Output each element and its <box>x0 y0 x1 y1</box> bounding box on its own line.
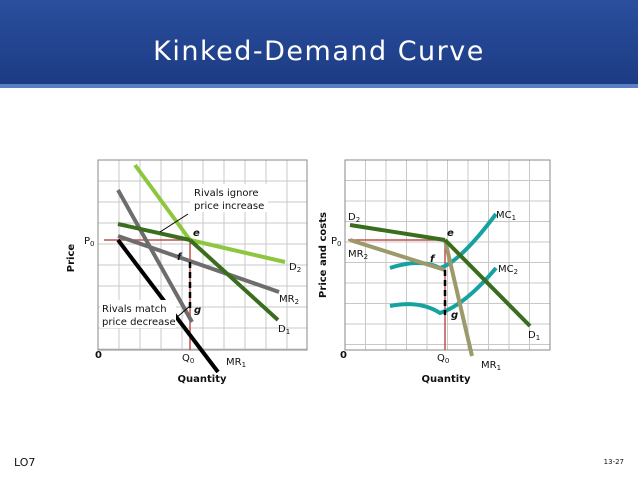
label-sub: 1 <box>512 214 516 222</box>
curve-label: D2 <box>348 212 360 224</box>
label-sub: 1 <box>536 334 540 342</box>
annotation-bg <box>190 184 268 212</box>
label-text: MR <box>481 360 497 371</box>
label-sub: 0 <box>90 240 94 248</box>
label-sub: 2 <box>364 253 368 261</box>
label-sub: 2 <box>297 266 301 274</box>
footer-left: LO7 <box>14 456 35 469</box>
price-label: P0 <box>84 236 95 248</box>
label-text: P <box>331 236 337 247</box>
label-text: D <box>348 212 356 223</box>
label-sub: 0 <box>337 240 341 248</box>
price-label: P0 <box>331 236 342 248</box>
point-label: e <box>447 228 454 239</box>
d1-steep <box>188 238 280 322</box>
label-text: Q <box>182 353 190 364</box>
right-diagram: Price and costs Quantity 0 P0 Q0 e f g D… <box>318 159 551 385</box>
mr-steep <box>116 189 194 323</box>
quantity-label: Q0 <box>437 353 449 365</box>
annotation-bg <box>100 300 176 328</box>
d1-line <box>443 238 532 328</box>
origin-label: 0 <box>95 350 102 361</box>
footer-right: 13-27 <box>604 458 624 466</box>
label-sub: 1 <box>497 364 501 372</box>
x-axis-label: Quantity <box>178 374 227 385</box>
y-axis-label: Price <box>66 244 77 273</box>
left-diagram: Price Quantity 0 P0 Q0 e f g D2 MR2 D1 M… <box>66 159 308 385</box>
point-label: g <box>194 305 201 316</box>
curve-label: D1 <box>278 324 290 336</box>
label-sub: 2 <box>295 298 299 306</box>
label-text: MR <box>279 294 295 305</box>
label-text: MR <box>348 249 364 260</box>
label-text: MC <box>496 210 512 221</box>
d1-flat <box>117 222 191 242</box>
label-sub: 0 <box>445 357 449 365</box>
pointer <box>159 213 189 233</box>
curve-label: MR1 <box>226 357 246 369</box>
label-text: P <box>84 236 90 247</box>
label-sub: 0 <box>190 357 194 365</box>
label-sub: 1 <box>242 361 246 369</box>
curve-label: MR2 <box>279 294 299 306</box>
curve-label: MC1 <box>496 210 516 222</box>
mr1-line <box>443 239 474 357</box>
point-label: g <box>451 310 458 321</box>
mr2-line <box>117 234 280 294</box>
label-sub: 1 <box>286 328 290 336</box>
d2-flat <box>189 238 286 264</box>
label-text: D <box>278 324 286 335</box>
mc2-curve <box>389 266 498 316</box>
annotation: Rivals match <box>102 304 167 315</box>
curve-label: MC2 <box>498 264 518 276</box>
label-sub: 2 <box>356 216 360 224</box>
label-text: D <box>528 330 536 341</box>
curve-label: D2 <box>289 262 301 274</box>
point-label: f <box>430 254 436 265</box>
curve-label: D1 <box>528 330 540 342</box>
point-label: e <box>193 228 200 239</box>
d2-steep <box>133 163 192 242</box>
d2-line <box>349 223 446 242</box>
pointer <box>175 305 191 319</box>
annotation: price decrease <box>102 317 176 328</box>
annotation: Rivals ignore <box>194 188 259 199</box>
label-text: MR <box>226 357 242 368</box>
header-rule <box>0 84 638 88</box>
header-bar <box>0 0 638 88</box>
label-text: Q <box>437 353 445 364</box>
quantity-label: Q0 <box>182 353 194 365</box>
origin-label: 0 <box>340 350 347 361</box>
annotation: price increase <box>194 201 264 212</box>
x-axis-label: Quantity <box>422 374 471 385</box>
slide-title: Kinked-Demand Curve <box>153 36 485 67</box>
label-text: MC <box>498 264 514 275</box>
point-label: f <box>177 252 183 263</box>
curve-label: MR1 <box>481 360 501 372</box>
y-axis-label: Price and costs <box>318 212 329 298</box>
plot-frame <box>344 159 551 351</box>
curve-label: MR2 <box>348 249 368 261</box>
mr2-line <box>349 238 446 272</box>
label-text: D <box>289 262 297 273</box>
label-sub: 2 <box>514 268 518 276</box>
